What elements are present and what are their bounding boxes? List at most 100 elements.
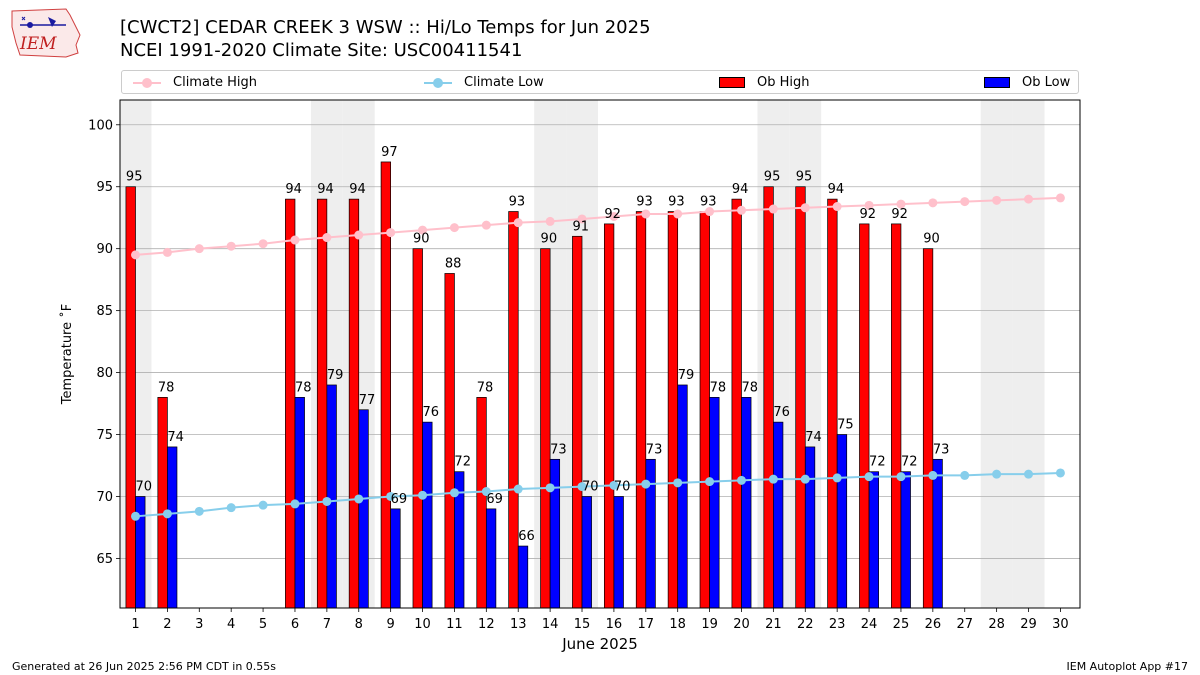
chart-title: [CWCT2] CEDAR CREEK 3 WSW :: Hi/Lo Temps…: [120, 17, 651, 38]
x-tick-label-6: 6: [291, 617, 299, 632]
ob-high-bar-7: [316, 198, 328, 609]
ob-high-bar-19: [699, 211, 710, 609]
legend-item-climate-low: Climate Low: [424, 74, 544, 91]
ob-low-label-20: 78: [741, 380, 758, 395]
ob-high-label-24: 92: [859, 207, 876, 222]
ob-high-bar-2: [157, 397, 168, 609]
ob-low-bar-16: [613, 496, 624, 609]
x-tick-label-18: 18: [669, 617, 686, 632]
y-axis-label: Temperature ˚F: [59, 304, 75, 405]
x-tick-label-8: 8: [355, 617, 363, 632]
climate-high-point-21: [768, 204, 778, 214]
climate-low-point-13: [513, 484, 523, 494]
y-tick-label-85: 85: [96, 304, 113, 319]
ob-high-label-23: 94: [828, 182, 845, 197]
x-tick-label-25: 25: [893, 617, 910, 632]
ob-high-label-25: 92: [891, 207, 908, 222]
climate-high-point-14: [545, 216, 555, 226]
climate-high-point-3: [194, 244, 204, 254]
ob-high-label-9: 97: [381, 145, 398, 160]
y-tick-label-70: 70: [96, 490, 113, 505]
climate-low-point-27: [960, 470, 970, 480]
x-tick-label-16: 16: [606, 617, 623, 632]
legend-item-climate-high: Climate High: [133, 74, 257, 91]
x-tick-label-24: 24: [861, 617, 878, 632]
chart-legend: Climate High Climate Low Ob High Ob Low: [121, 70, 1079, 94]
ob-low-label-19: 78: [710, 380, 727, 395]
ob-high-label-8: 94: [349, 182, 366, 197]
ob-low-bar-25: [900, 471, 911, 609]
ob-high-bar-11: [444, 273, 455, 609]
x-tick-label-22: 22: [797, 617, 814, 632]
climate-high-point-1: [131, 250, 140, 260]
x-tick-label-26: 26: [925, 617, 942, 632]
x-tick-label-17: 17: [638, 617, 655, 632]
ob-high-bar-24: [859, 223, 870, 609]
climate-low-point-21: [768, 474, 778, 484]
climate-high-point-13: [513, 218, 523, 228]
ob-low-bar-14: [549, 458, 561, 609]
ob-low-label-9: 69: [391, 492, 408, 507]
climate-low-point-18: [673, 478, 683, 488]
ob-high-bar-6: [285, 198, 296, 609]
legend-swatch-ob-high: [719, 77, 745, 88]
climate-high-point-17: [641, 209, 651, 219]
climate-high-line: [135, 196, 1061, 256]
ob-low-label-17: 73: [646, 442, 663, 457]
ob-high-label-2: 78: [158, 380, 175, 395]
x-axis-label: June 2025: [561, 635, 638, 653]
ob-high-bar-1: [125, 186, 136, 609]
weekend-shade-28: [980, 100, 1013, 608]
ob-low-label-11: 72: [454, 455, 471, 470]
climate-low-point-1: [131, 511, 140, 521]
climate-high-point-15: [577, 214, 587, 224]
climate-low-point-17: [641, 479, 651, 489]
ob-low-bar-23: [836, 434, 848, 609]
climate-low-point-7: [322, 496, 332, 506]
logo-text: IEM: [19, 34, 57, 54]
y-tick-label-95: 95: [96, 180, 113, 195]
iem-logo: IEM: [11, 8, 81, 58]
x-tick-label-5: 5: [259, 617, 267, 632]
ob-low-bar-2: [167, 446, 178, 609]
legend-item-ob-high: Ob High: [719, 74, 810, 91]
x-tick-label-21: 21: [765, 617, 782, 632]
plot-frame: [119, 99, 1081, 609]
climate-low-point-3: [194, 506, 204, 516]
climate-low-point-28: [992, 469, 1002, 479]
climate-low-point-22: [800, 474, 810, 484]
climate-low-point-16: [609, 480, 619, 490]
ob-low-label-18: 79: [678, 368, 695, 383]
ob-low-label-24: 72: [869, 455, 886, 470]
x-tick-label-29: 29: [1020, 617, 1037, 632]
ob-low-bar-18: [677, 384, 688, 609]
ob-high-label-19: 93: [700, 195, 717, 210]
climate-high-point-9: [386, 228, 396, 238]
weekend-shade-29: [1012, 100, 1045, 608]
ob-high-bar-22: [795, 186, 806, 609]
ob-low-bar-22: [804, 446, 816, 609]
ob-high-bar-8: [348, 198, 360, 609]
chart-subtitle: NCEI 1991-2020 Climate Site: USC00411541: [120, 40, 523, 61]
ob-low-label-1: 70: [136, 479, 153, 494]
x-tick-label-10: 10: [414, 617, 431, 632]
ob-high-bar-20: [731, 198, 742, 609]
ob-low-label-12: 69: [486, 492, 503, 507]
y-tick-label-100: 100: [88, 118, 113, 133]
climate-low-point-12: [481, 487, 491, 497]
climate-low-point-15: [577, 482, 587, 492]
ob-low-label-22: 74: [805, 430, 822, 445]
ob-low-label-21: 76: [773, 405, 790, 420]
ob-low-label-16: 70: [614, 479, 631, 494]
ob-low-bar-26: [932, 458, 943, 609]
legend-item-ob-low: Ob Low: [984, 74, 1070, 91]
ob-low-label-13: 66: [518, 529, 535, 544]
ob-low-label-23: 75: [837, 418, 854, 433]
y-tick-label-65: 65: [96, 552, 113, 567]
climate-high-point-24: [864, 200, 874, 210]
x-tick-label-19: 19: [701, 617, 718, 632]
climate-low-point-23: [832, 473, 842, 483]
climate-high-point-2: [162, 247, 172, 257]
climate-high-point-25: [896, 199, 906, 209]
